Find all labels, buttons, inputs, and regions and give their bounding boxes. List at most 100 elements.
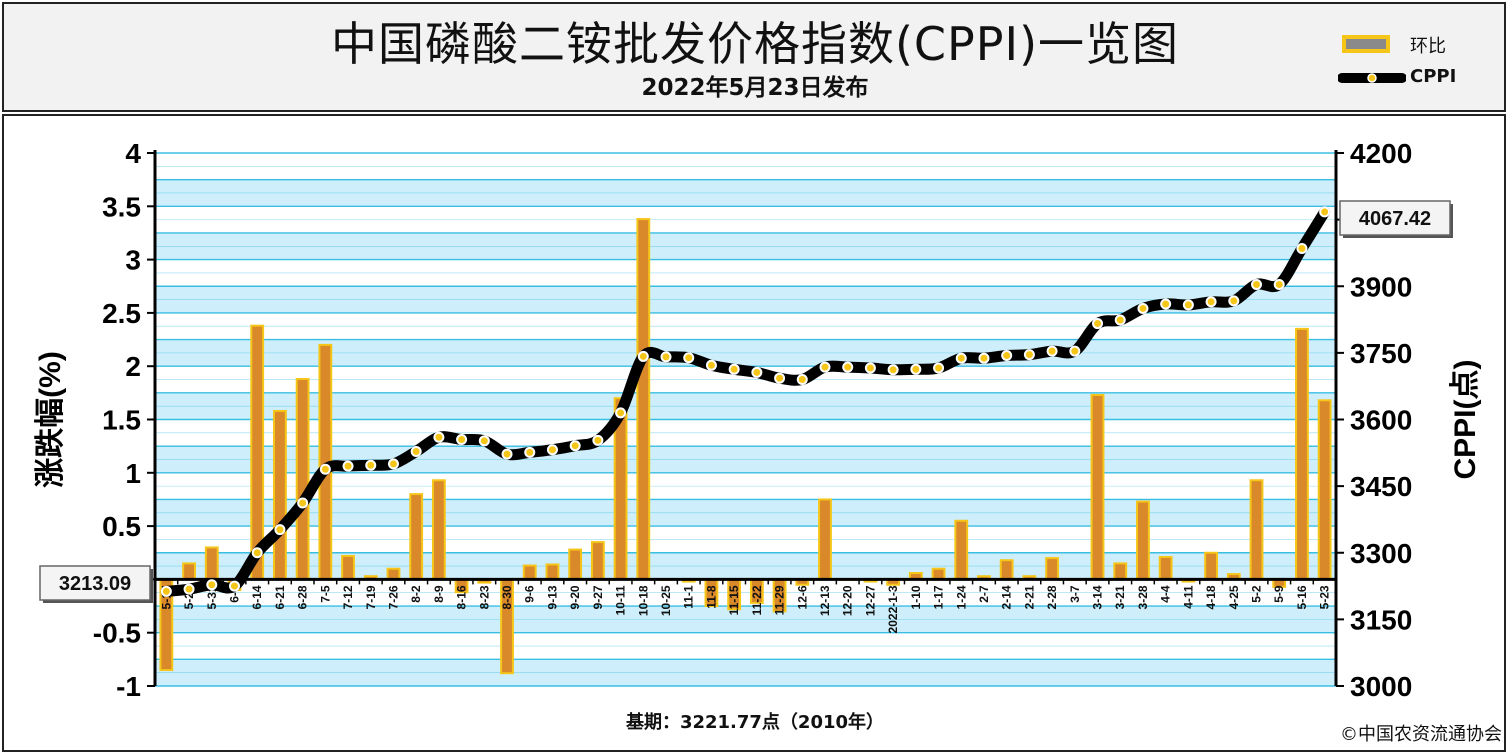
callout-start-value: 3213.09: [39, 565, 153, 603]
cppi-point: [342, 460, 354, 472]
category-tick-label: 1-24: [954, 585, 968, 609]
right-tick-label: 3450: [1350, 471, 1412, 502]
cppi-point: [637, 350, 649, 362]
category-tick-label: 3-21: [1113, 585, 1127, 609]
cppi-point: [365, 459, 377, 471]
category-tick-label: 3-7: [1068, 585, 1082, 603]
bar: [341, 554, 355, 581]
category-tick-label: 5-9: [1272, 585, 1286, 603]
category-tick-label: 3-28: [1136, 585, 1150, 609]
cppi-point: [842, 361, 854, 373]
category-tick-label: 2022-1-3: [886, 585, 900, 633]
category-tick-label: 7-19: [364, 585, 378, 609]
category-tick-label: 5-2: [1250, 585, 1264, 603]
cppi-point: [1023, 349, 1035, 361]
category-tick-label: 3-14: [1091, 585, 1105, 609]
legend-bar-label: 环比: [1410, 36, 1446, 57]
cppi-point: [1114, 314, 1126, 326]
cppi-point: [433, 431, 445, 443]
cppi-point: [819, 361, 831, 373]
cppi-point: [978, 352, 990, 364]
category-tick-label: 5-31: [205, 585, 219, 609]
category-tick-label: 12-27: [863, 585, 877, 616]
left-tick-label: -0.5: [93, 618, 141, 649]
category-tick-label: 10-11: [614, 585, 628, 615]
cppi-point: [410, 445, 422, 457]
cppi-point: [1001, 350, 1013, 362]
category-tick-label: 2-7: [977, 585, 991, 603]
right-tick-label: 3000: [1350, 671, 1412, 702]
bar: [1204, 551, 1218, 581]
right-axis-title: CPPI(点): [1449, 360, 1482, 480]
chart-subtitle: 2022年5月23日发布: [641, 75, 869, 101]
left-axis-title: 涨跌幅(%): [34, 351, 67, 488]
cppi-point: [1160, 298, 1172, 310]
bar: [1136, 500, 1150, 581]
cppi-point: [183, 583, 195, 595]
cppi-point: [592, 434, 604, 446]
category-tick-label: 9-20: [568, 585, 582, 609]
callout-box: [39, 565, 151, 601]
left-tick-label: 1.5: [102, 405, 141, 436]
legend-item-line: CPPI: [1338, 66, 1498, 90]
left-tick-label: 3: [125, 245, 141, 276]
left-tick-label: 2: [125, 351, 141, 382]
category-tick-label: 2-21: [1022, 585, 1036, 609]
category-tick-label: 9-27: [591, 585, 605, 609]
legend-line-label: CPPI: [1410, 66, 1457, 87]
category-tick-label: 4-4: [1159, 585, 1173, 603]
cppi-point: [910, 363, 922, 375]
right-tick-label: 3900: [1350, 271, 1412, 302]
legend-bar-swatch: [1342, 35, 1390, 53]
bar: [204, 546, 219, 581]
left-tick-labels: -1-0.500.511.522.533.54: [93, 138, 155, 702]
category-tick-label: 6-28: [296, 585, 310, 609]
right-tick-label: 3300: [1350, 538, 1412, 569]
right-tick-label: 4200: [1350, 138, 1412, 169]
cppi-point: [728, 363, 740, 375]
bar: [545, 563, 560, 581]
category-tick-label: 12-20: [841, 585, 855, 616]
cppi-point: [955, 352, 967, 364]
cppi-point: [1069, 345, 1081, 357]
bar: [522, 564, 537, 581]
cppi-point: [1273, 278, 1285, 290]
bar: [1090, 393, 1105, 581]
right-tick-label: 3150: [1350, 604, 1412, 635]
category-tick-label: 11-22: [750, 585, 764, 615]
bar: [1158, 556, 1173, 581]
bar: [386, 567, 401, 581]
callout-text: 3213.09: [59, 573, 131, 595]
cppi-point: [1228, 295, 1240, 307]
category-tick-label: 4-18: [1204, 585, 1218, 609]
cppi-point: [1251, 278, 1263, 290]
category-tick-label: 8-2: [409, 585, 423, 603]
category-tick-label: 8-16: [455, 585, 469, 609]
category-tick-label: 5-23: [1318, 585, 1332, 609]
cppi-point: [887, 364, 899, 376]
category-tick-label: 7-5: [318, 585, 332, 603]
category-tick-label: 2-28: [1045, 585, 1059, 609]
category-tick-label: 2-14: [1000, 585, 1014, 609]
bar: [431, 479, 446, 581]
callout-text: 4067.42: [1359, 208, 1431, 230]
bar: [273, 409, 287, 581]
cppi-point: [524, 446, 536, 458]
category-tick-label: 11-1: [682, 585, 696, 609]
cppi-point: [319, 463, 331, 475]
cppi-point: [1205, 296, 1217, 308]
category-tick-label: 9-6: [523, 585, 537, 603]
category-tick-label: 9-13: [545, 585, 559, 609]
bar: [636, 218, 651, 581]
cppi-point: [683, 352, 695, 364]
chart-title: 中国磷酸二铵批发价格指数(CPPI)一览图: [330, 17, 1180, 71]
cppi-point: [933, 362, 945, 374]
cppi-point: [206, 579, 218, 591]
category-tick-label: 12-13: [818, 585, 832, 616]
cppi-point: [751, 366, 763, 378]
cppi-point: [774, 372, 786, 384]
cppi-point: [1319, 206, 1331, 218]
left-tick-label: -1: [116, 671, 141, 702]
